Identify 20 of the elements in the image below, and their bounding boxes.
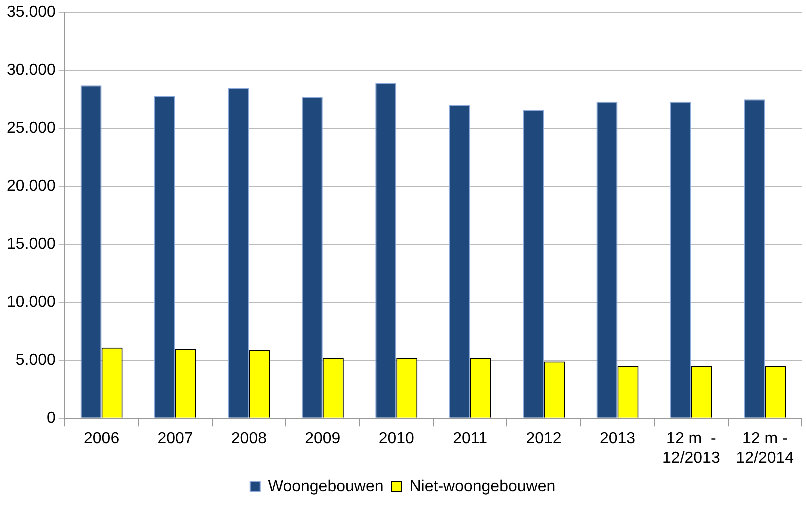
x-tick-label: 2012 — [526, 430, 562, 448]
y-tick-label: 25.000 — [7, 120, 56, 138]
y-tick-label: 15.000 — [7, 236, 56, 254]
y-tick-label: 30.000 — [7, 62, 56, 80]
y-tick-label: 35.000 — [7, 4, 56, 22]
x-tick-label: 12 m - 12/2014 — [736, 430, 794, 467]
y-tick-label: 5.000 — [16, 352, 56, 370]
x-tick-label: 2013 — [600, 430, 636, 448]
x-tick-label: 12 m - 12/2013 — [662, 430, 720, 467]
y-tick-label: 10.000 — [7, 294, 56, 312]
x-tick-label: 2006 — [84, 430, 120, 448]
legend-label: Woongebouwen — [268, 478, 384, 496]
x-tick-label: 2011 — [453, 430, 488, 448]
x-tick-label: 2010 — [378, 430, 415, 448]
y-tick-label: 0 — [47, 410, 56, 428]
x-tick-label: 2007 — [158, 430, 194, 448]
x-tick-label: 2009 — [305, 430, 341, 448]
legend-label: Niet-woongebouwen — [410, 478, 556, 496]
x-tick-label: 2008 — [231, 430, 268, 448]
y-tick-label: 20.000 — [7, 178, 56, 196]
